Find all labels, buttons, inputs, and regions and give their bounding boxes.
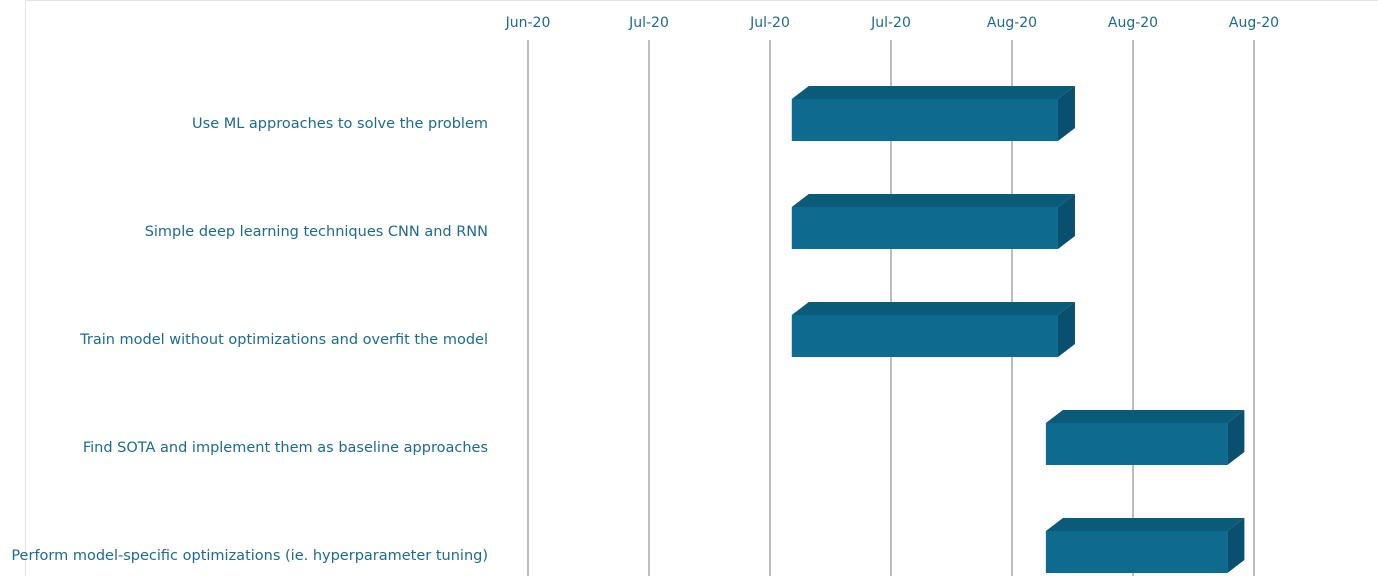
task-label: Perform model-specific optimizations (ie…: [11, 548, 488, 564]
x-tick-label: Aug-20: [1108, 15, 1158, 31]
task-bar-front: [791, 99, 1058, 141]
task-bar-top: [791, 86, 1075, 99]
task-bars: [791, 86, 1245, 573]
x-tick-label: Aug-20: [987, 15, 1037, 31]
x-axis-ticks: Jun-20 Jul-20 Jul-20 Jul-20 Aug-20 Aug-20 Aug-…: [505, 15, 1279, 31]
task-label: Use ML approaches to solve the problem: [192, 116, 488, 132]
task-bar: [791, 86, 1075, 141]
x-tick-label: Jul-20: [870, 15, 911, 31]
task-bar-front: [791, 315, 1058, 357]
x-tick-label: Jul-20: [628, 15, 669, 31]
task-labels: Use ML approaches to solve the problem Si…: [11, 116, 488, 564]
x-tick-label: Jun-20: [505, 15, 551, 31]
task-bar-front: [791, 207, 1058, 249]
task-bar-top: [1045, 410, 1245, 423]
x-tick-label: Aug-20: [1229, 15, 1279, 31]
task-bar-top: [791, 194, 1075, 207]
task-bar-front: [1045, 531, 1228, 573]
task-bar-side: [1057, 194, 1075, 249]
task-bar: [1045, 410, 1245, 465]
task-label: Simple deep learning techniques CNN and …: [145, 224, 488, 240]
task-label: Train model without optimizations and ov…: [79, 332, 488, 348]
chart-frame: [25, 0, 1378, 576]
task-bar: [791, 194, 1075, 249]
task-bar-side: [1227, 518, 1245, 573]
task-bar: [791, 302, 1075, 357]
task-bar-top: [1045, 518, 1245, 531]
task-bar-front: [1045, 423, 1228, 465]
task-bar-top: [791, 302, 1075, 315]
task-label: Find SOTA and implement them as baseline…: [83, 440, 488, 456]
task-bar-side: [1227, 410, 1245, 465]
task-bar-side: [1057, 302, 1075, 357]
task-bar: [1045, 518, 1245, 573]
x-tick-label: Jul-20: [749, 15, 790, 31]
task-bar-side: [1057, 86, 1075, 141]
